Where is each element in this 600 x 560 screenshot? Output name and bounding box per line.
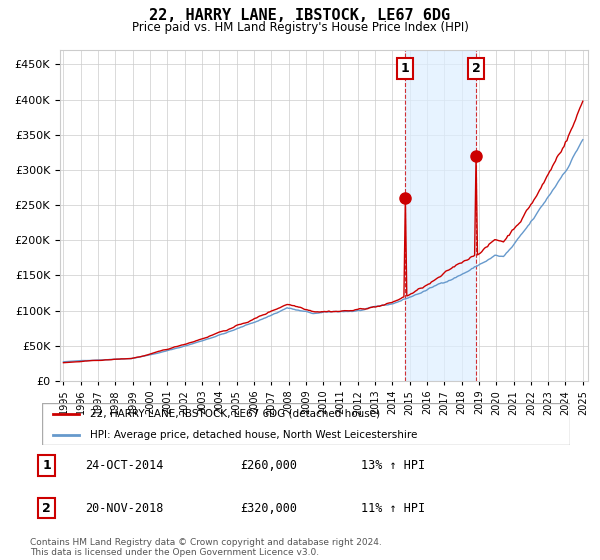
Text: 13% ↑ HPI: 13% ↑ HPI (361, 459, 425, 472)
Text: 20-NOV-2018: 20-NOV-2018 (85, 502, 164, 515)
Text: Price paid vs. HM Land Registry's House Price Index (HPI): Price paid vs. HM Land Registry's House … (131, 21, 469, 34)
Text: 22, HARRY LANE, IBSTOCK, LE67 6DG (detached house): 22, HARRY LANE, IBSTOCK, LE67 6DG (detac… (89, 409, 380, 419)
Text: Contains HM Land Registry data © Crown copyright and database right 2024.
This d: Contains HM Land Registry data © Crown c… (30, 538, 382, 557)
Text: HPI: Average price, detached house, North West Leicestershire: HPI: Average price, detached house, Nort… (89, 430, 417, 440)
Bar (406, 50, 476, 381)
Text: £260,000: £260,000 (240, 459, 297, 472)
Text: 22, HARRY LANE, IBSTOCK, LE67 6DG: 22, HARRY LANE, IBSTOCK, LE67 6DG (149, 8, 451, 24)
Text: 24-OCT-2014: 24-OCT-2014 (85, 459, 164, 472)
Text: 1: 1 (42, 459, 51, 472)
Text: 11% ↑ HPI: 11% ↑ HPI (361, 502, 425, 515)
Text: 2: 2 (42, 502, 51, 515)
Text: 1: 1 (401, 62, 410, 75)
Text: £320,000: £320,000 (240, 502, 297, 515)
Text: 2: 2 (472, 62, 481, 75)
